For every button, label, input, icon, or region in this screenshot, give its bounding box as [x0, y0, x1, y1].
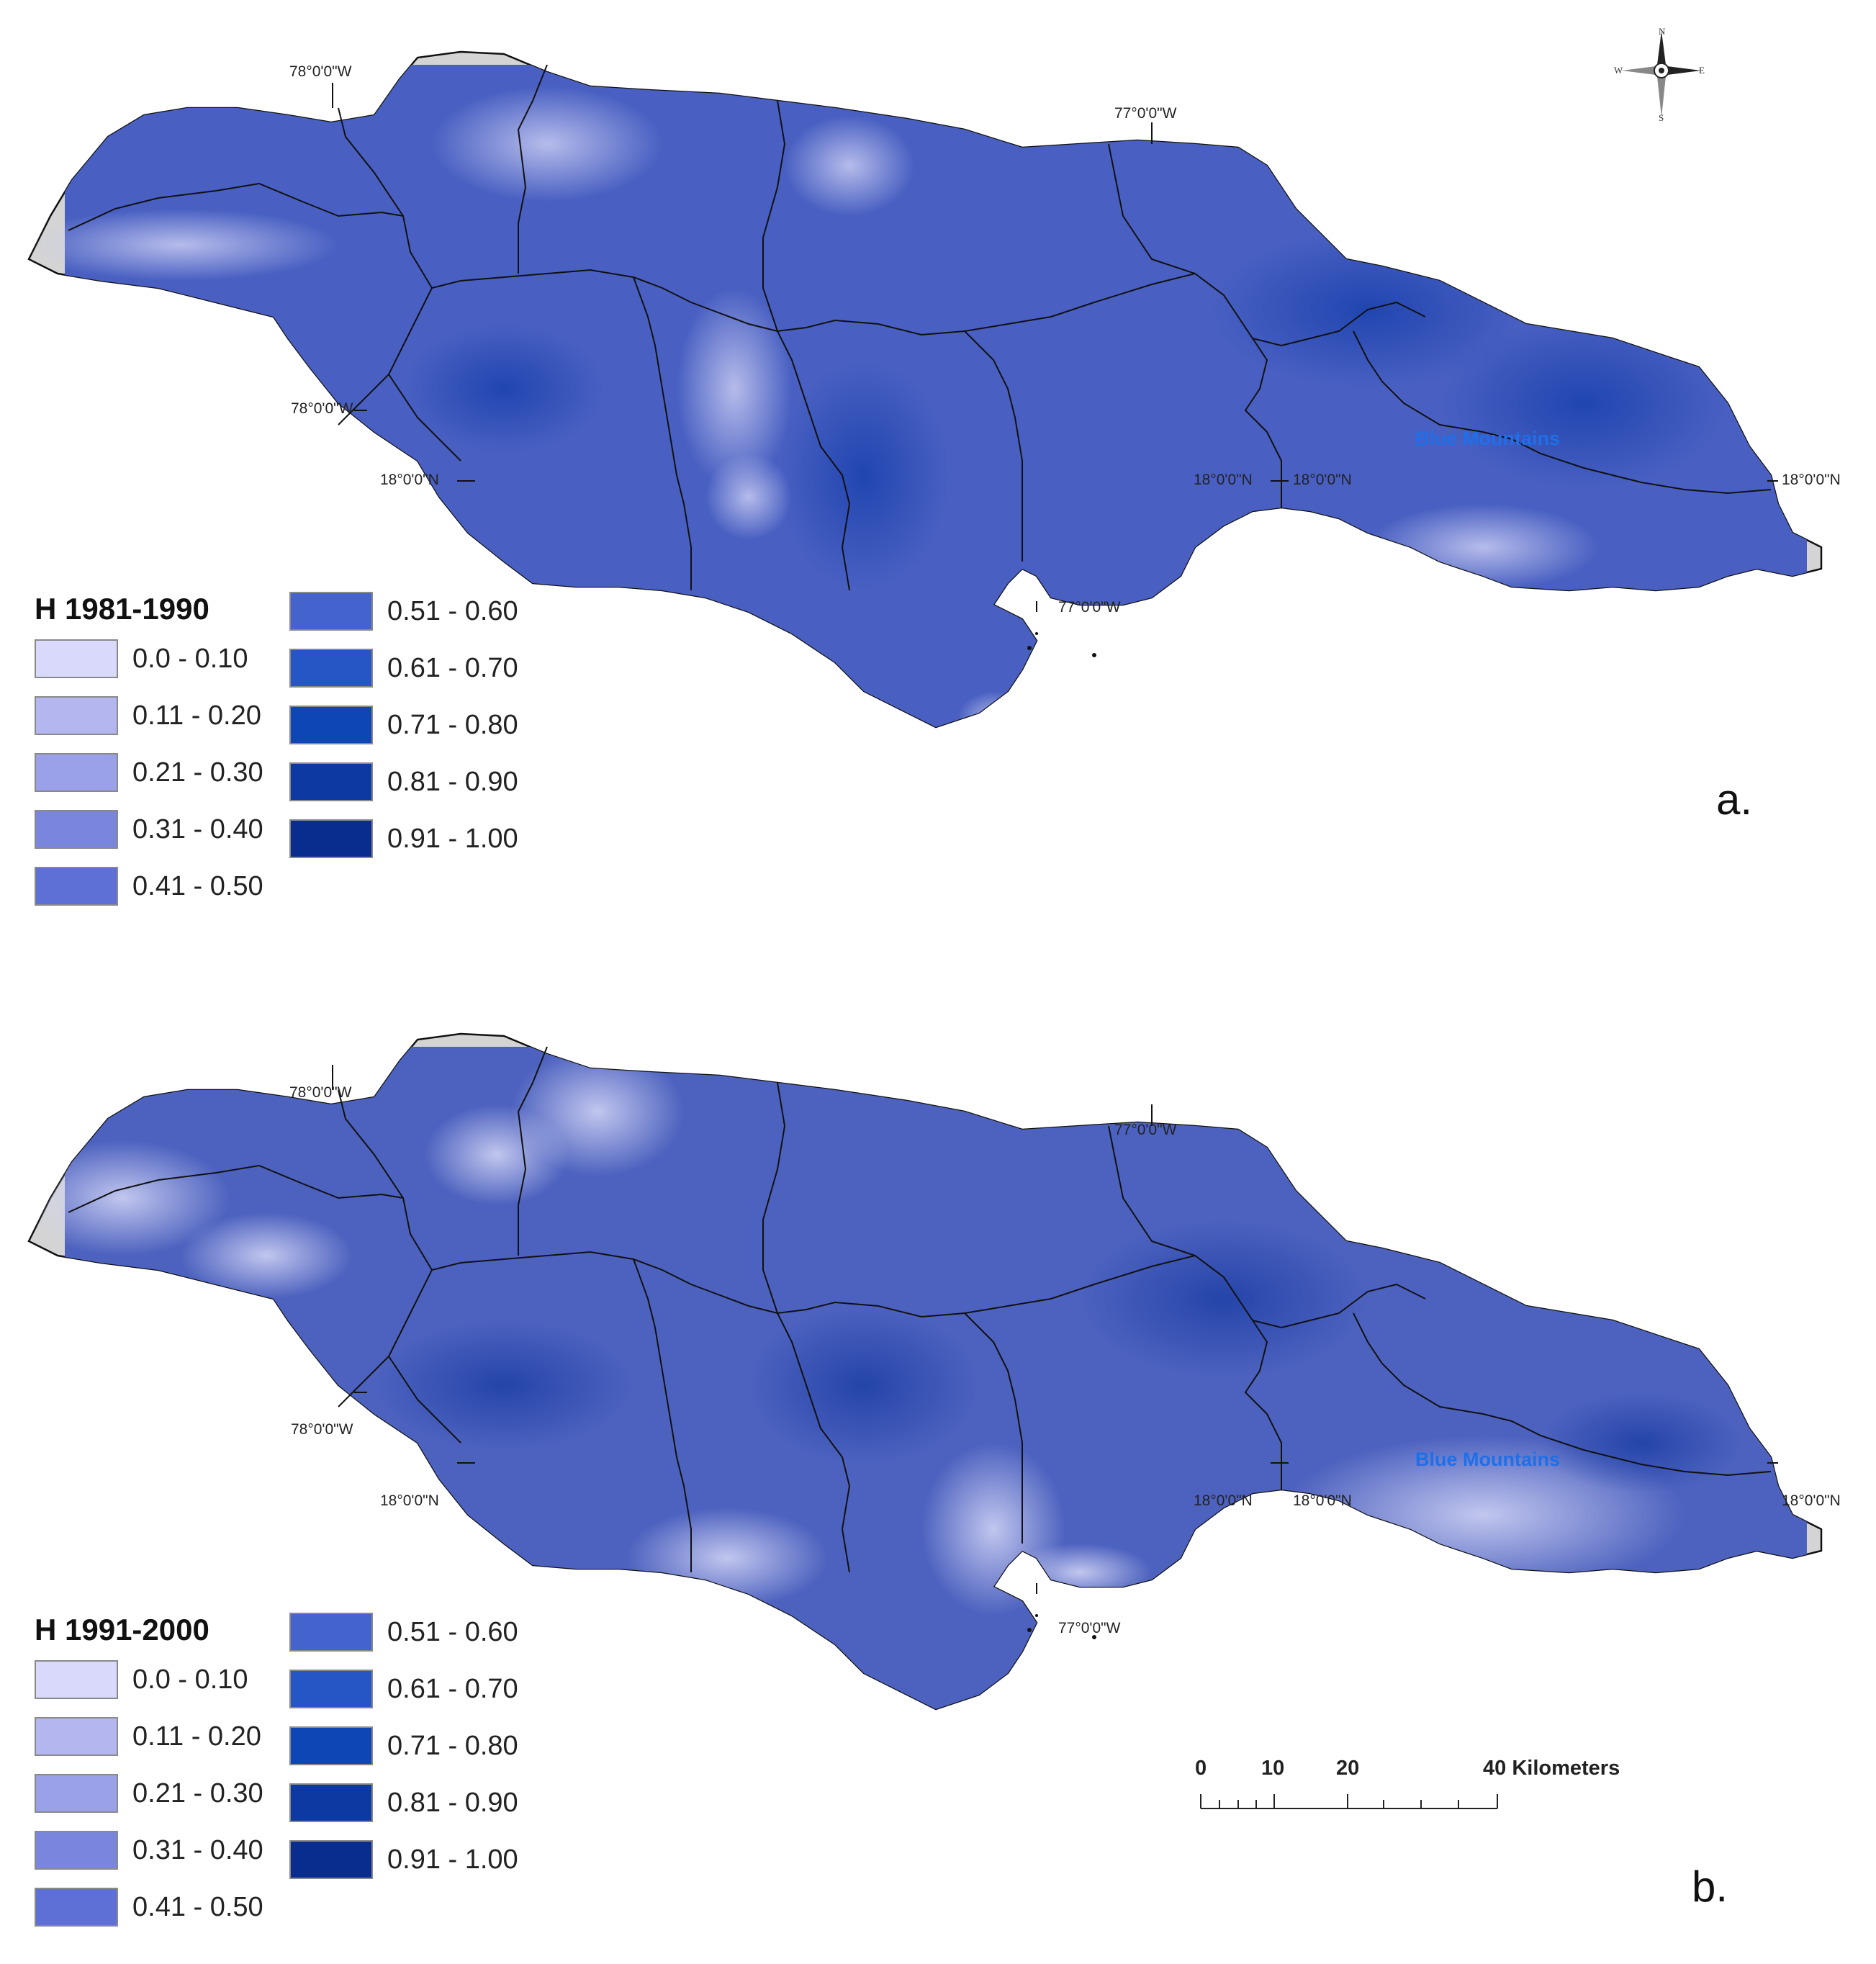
- legend-swatch: [289, 1613, 373, 1652]
- legend-swatch: [35, 1660, 118, 1699]
- legend-swatch: [289, 649, 373, 688]
- lon-label-77-top: 77°0'0"W: [1114, 1122, 1177, 1138]
- lon-label-78-top: 78°0'0"W: [289, 1084, 352, 1101]
- lat-label-18-left: 18°0'0"N: [380, 472, 439, 488]
- legend-label: 0.61 - 0.70: [387, 653, 518, 683]
- legend-label: 0.11 - 0.20: [132, 701, 261, 731]
- compass-w: W: [1614, 65, 1623, 76]
- legend-label: 0.41 - 0.50: [132, 1892, 263, 1922]
- north-arrow-icon: N S E W: [1614, 26, 1705, 123]
- lon-label-77-bottom: 77°0'0"W: [1058, 599, 1121, 616]
- island-map-a: [27, 50, 1823, 729]
- legend-label: 0.21 - 0.30: [132, 757, 263, 788]
- legend-label: 0.11 - 0.20: [132, 1721, 261, 1752]
- legend-label: 0.71 - 0.80: [387, 1731, 518, 1761]
- legend-label: 0.91 - 1.00: [387, 1844, 518, 1875]
- legend-label: 0.0 - 0.10: [132, 1665, 248, 1695]
- lon-label-78-left: 78°0'0"W: [291, 400, 353, 417]
- islets: [1027, 1614, 1096, 1639]
- compass-s: S: [1659, 112, 1664, 123]
- parish-boundaries: [68, 64, 1772, 591]
- scale-label-40: 40 Kilometers: [1483, 1757, 1620, 1780]
- legend-label: 0.61 - 0.70: [387, 1674, 518, 1704]
- panel-label-a: a.: [1716, 775, 1753, 824]
- map-panel-a: 78°0'0"W 77°0'0"W 78°0'0"W 18°0'0"N 18°0…: [27, 26, 1841, 906]
- legend-swatch: [289, 1783, 373, 1822]
- islets: [1027, 632, 1096, 657]
- legend-swatch: [35, 753, 118, 792]
- scale-label-10: 10: [1261, 1757, 1285, 1780]
- scale-label-20: 20: [1336, 1757, 1360, 1780]
- legend-label: 0.91 - 1.00: [387, 824, 518, 854]
- panel-label-b: b.: [1692, 1862, 1728, 1911]
- legend-swatch: [35, 639, 118, 678]
- legend-label: 0.71 - 0.80: [387, 710, 518, 740]
- island-map-b: [27, 1032, 1823, 1711]
- lon-label-77-bottom: 77°0'0"W: [1058, 1620, 1121, 1636]
- scale-label-0: 0: [1195, 1757, 1207, 1780]
- legend-swatch: [289, 1726, 373, 1765]
- lat-label-18-left: 18°0'0"N: [380, 1492, 439, 1509]
- legend-label: 0.51 - 0.60: [387, 1617, 518, 1647]
- legend-label: 0.81 - 0.90: [387, 767, 518, 797]
- legend-swatch: [289, 762, 373, 801]
- legend-swatch: [35, 810, 118, 849]
- legend-swatch: [35, 867, 118, 906]
- lat-label-18-mid1: 18°0'0"N: [1194, 472, 1253, 488]
- scale-bar-icon: 0 10 20 40 Kilometers: [1195, 1757, 1620, 1821]
- lat-label-18-right: 18°0'0"N: [1782, 472, 1841, 488]
- legend-swatch: [289, 706, 373, 744]
- lat-label-18-mid1: 18°0'0"N: [1194, 1492, 1253, 1509]
- legend-title-a: H 1981-1990: [35, 592, 209, 626]
- compass-e: E: [1699, 65, 1705, 76]
- parish-boundaries: [68, 1046, 1772, 1573]
- graticule-ticks: [332, 1065, 1778, 1594]
- legend-label: 0.31 - 0.40: [132, 1835, 263, 1865]
- lon-label-78-left: 78°0'0"W: [291, 1421, 353, 1438]
- lon-label-78-top: 78°0'0"W: [289, 63, 352, 80]
- lat-label-18-mid2: 18°0'0"N: [1293, 472, 1352, 488]
- legend-label: 0.21 - 0.30: [132, 1778, 263, 1808]
- legend-label: 0.41 - 0.50: [132, 871, 263, 901]
- legend-swatch: [289, 592, 373, 631]
- legend-swatch: [289, 819, 373, 858]
- legend-swatch: [289, 1670, 373, 1708]
- legend-title-b: H 1991-2000: [35, 1613, 209, 1647]
- lat-label-18-right: 18°0'0"N: [1782, 1492, 1841, 1509]
- lon-label-77-top: 77°0'0"W: [1114, 105, 1177, 122]
- compass-n: N: [1659, 26, 1666, 37]
- map-panel-b: 78°0'0"W 77°0'0"W 78°0'0"W 18°0'0"N 18°0…: [0, 982, 1876, 1964]
- graticule-ticks: [332, 83, 1778, 612]
- legend-swatch: [289, 1840, 373, 1879]
- legend-swatch: [35, 696, 118, 735]
- legend-swatch: [35, 1831, 118, 1870]
- legend-swatch: [35, 1888, 118, 1927]
- legend-swatch: [35, 1717, 118, 1756]
- legend-label: 0.0 - 0.10: [132, 644, 248, 674]
- legend-label: 0.51 - 0.60: [387, 596, 518, 626]
- legend-label: 0.31 - 0.40: [132, 814, 263, 844]
- place-label-blue-mountains: Blue Mountains: [1415, 1449, 1560, 1470]
- lat-label-18-mid2: 18°0'0"N: [1293, 1492, 1352, 1509]
- legend-swatch: [35, 1774, 118, 1813]
- place-label-blue-mountains: Blue Mountains: [1415, 428, 1560, 449]
- legend-label: 0.81 - 0.90: [387, 1788, 518, 1818]
